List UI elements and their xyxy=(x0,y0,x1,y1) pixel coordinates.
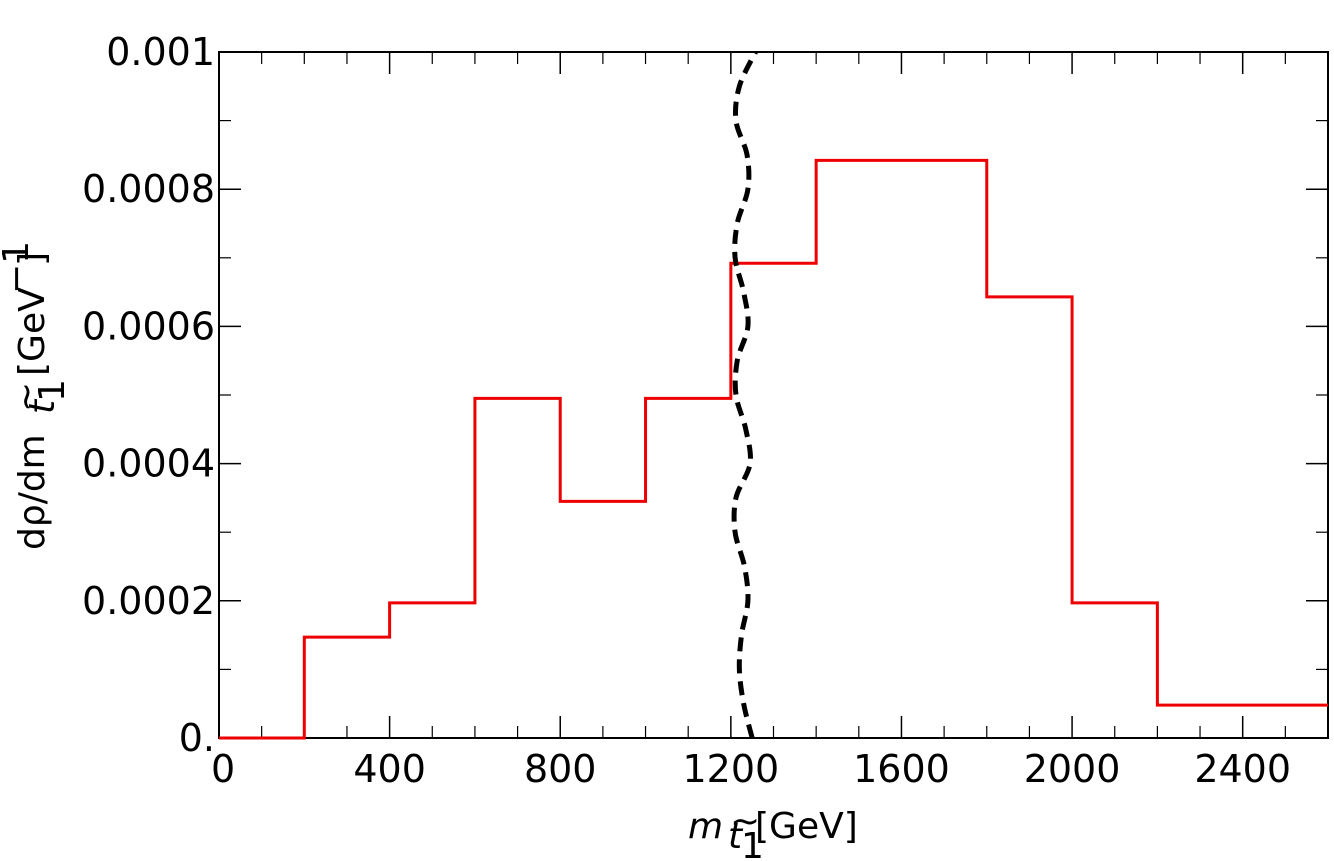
x-tick-label: 0 xyxy=(211,747,235,791)
x-tick-label: 400 xyxy=(353,747,426,791)
x-tick-label: 2400 xyxy=(1194,747,1291,791)
y-tick-label: 0.0006 xyxy=(82,304,215,348)
x-tick-label: 1600 xyxy=(853,747,950,791)
x-axis-label-sub: t xyxy=(728,816,744,857)
y-tick-label: 0.0002 xyxy=(82,579,215,623)
x-tick-label: 1200 xyxy=(682,747,779,791)
y-tick-label: 0.001 xyxy=(106,30,215,74)
y-tick-label: 0. xyxy=(179,716,215,760)
y-axis-label-unit-exp: −1 xyxy=(0,241,37,294)
histogram-step-line xyxy=(219,158,1328,740)
y-tick-label: 0.0008 xyxy=(82,167,215,211)
x-tick-label: 800 xyxy=(524,747,597,791)
y-tick-label: 0.0004 xyxy=(82,442,215,486)
dashed-curve xyxy=(731,50,758,739)
y-axis-label-sub-tilde: ~ xyxy=(6,382,47,412)
x-tick-label: 2000 xyxy=(1024,747,1121,791)
y-axis-label-unit-open: [GeV xyxy=(12,287,53,376)
x-axis-label: m xyxy=(688,806,723,847)
x-axis-label-sub-index: 1 xyxy=(741,826,764,861)
x-tick-labels: 0 400 800 1200 1600 2000 2400 xyxy=(211,747,1291,791)
major-ticks xyxy=(218,51,1328,739)
y-axis-label-sub-index: 1 xyxy=(32,379,73,402)
x-axis-label-unit: [GeV] xyxy=(755,806,858,847)
y-axis-label-unit-close: ] xyxy=(12,252,53,266)
x-axis-label-symbol: m xyxy=(688,806,723,847)
y-axis-label-sub: t xyxy=(22,398,63,414)
y-tick-labels: 0. 0.0002 0.0004 0.0006 0.0008 0.001 xyxy=(82,30,215,760)
x-axis-label-sub-tilde: ~ xyxy=(730,801,760,842)
plot-frame xyxy=(218,51,1329,739)
y-axis-label-prefix: dρ/dm xyxy=(12,434,53,550)
y-axis-label: dρ/dm ~ t 1 [GeV −1 ] xyxy=(0,241,73,550)
minor-ticks xyxy=(219,52,1329,738)
